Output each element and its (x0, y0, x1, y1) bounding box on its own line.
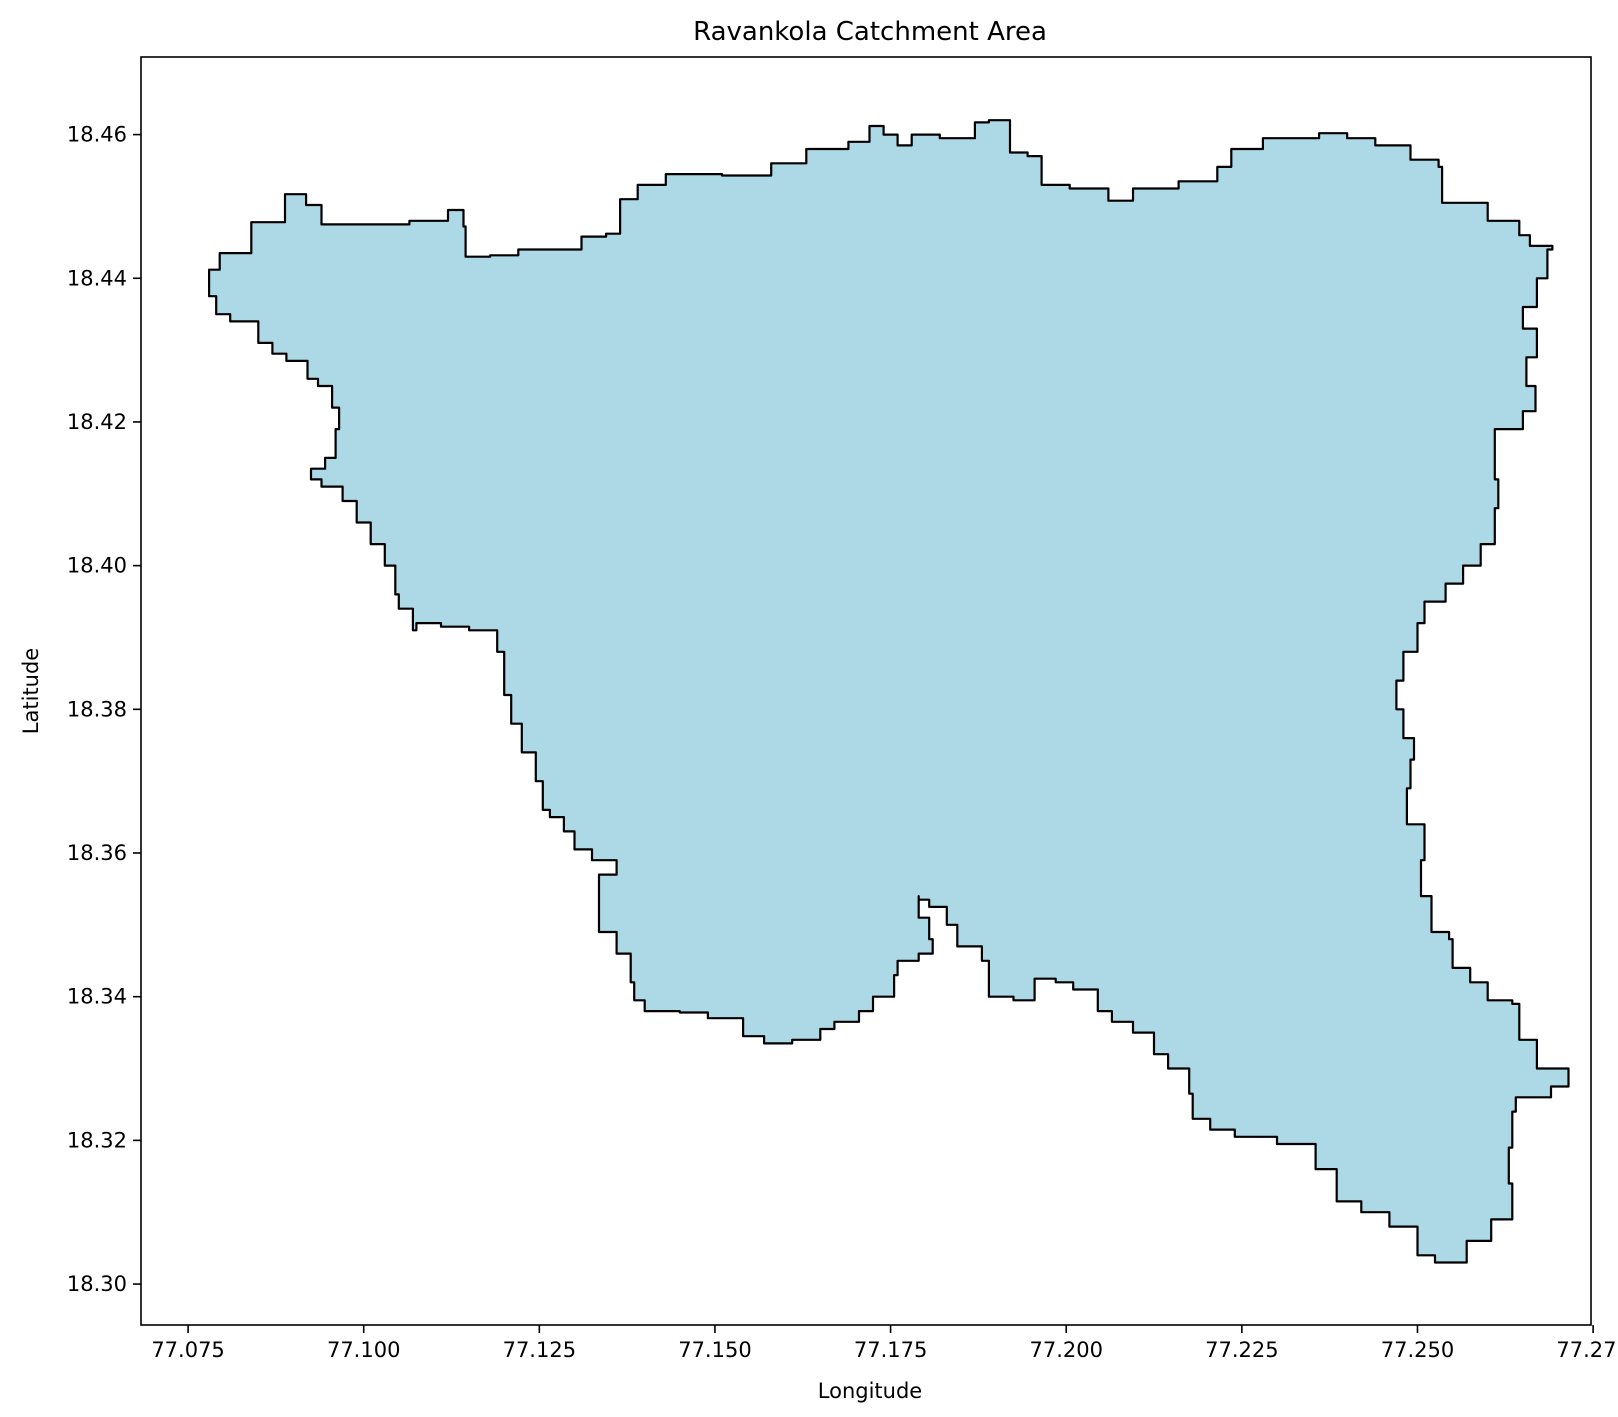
x-tick-label: 77.250 (1381, 1338, 1454, 1362)
x-tick-label: 77.150 (678, 1338, 751, 1362)
x-axis-ticks: 77.075 77.100 77.125 77.150 77.175 77.200 77.2… (151, 1325, 1618, 1362)
catchment-polygon (208, 119, 1570, 1264)
x-tick-label: 77.100 (327, 1338, 400, 1362)
y-tick-label: 18.46 (67, 123, 127, 147)
y-tick-label: 18.38 (67, 697, 127, 721)
x-tick-label: 77.200 (1029, 1338, 1102, 1362)
x-tick-label: 77.275 (1556, 1338, 1618, 1362)
y-axis-ticks: 18.30 18.32 18.34 18.36 18.38 18.40 18.42 18.44… (67, 123, 141, 1296)
axes-frame (140, 56, 1592, 1326)
x-axis-label: Longitude (818, 1379, 922, 1403)
y-tick-label: 18.34 (67, 985, 127, 1009)
x-tick-label: 77.225 (1205, 1338, 1278, 1362)
y-axis-label: Latitude (19, 648, 43, 734)
y-tick-label: 18.44 (67, 266, 127, 290)
y-tick-label: 18.40 (67, 554, 127, 578)
x-tick-label: 77.075 (151, 1338, 224, 1362)
y-tick-label: 18.32 (67, 1128, 127, 1152)
y-tick-label: 18.30 (67, 1272, 127, 1296)
chart-title: Ravankola Catchment Area (693, 17, 1047, 47)
plot-area (140, 56, 1592, 1326)
x-tick-label: 77.125 (503, 1338, 576, 1362)
y-tick-label: 18.36 (67, 841, 127, 865)
y-tick-label: 18.42 (67, 410, 127, 434)
x-tick-label: 77.175 (854, 1338, 927, 1362)
